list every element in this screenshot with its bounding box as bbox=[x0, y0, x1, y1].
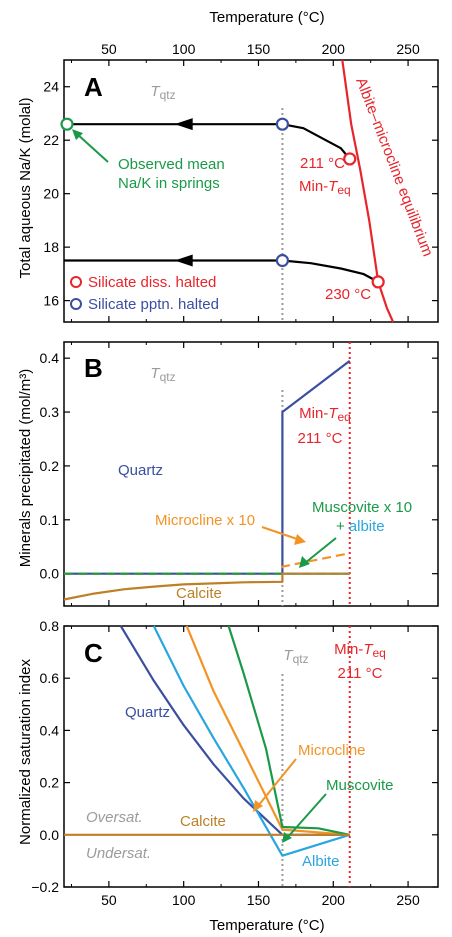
x-tick-label-c: 100 bbox=[172, 892, 196, 908]
microcline-pointer-b bbox=[261, 526, 301, 541]
oversat-label: Oversat. bbox=[86, 809, 143, 826]
y-tick-label-b: 0.0 bbox=[40, 566, 60, 582]
x-tick-label-c: 200 bbox=[322, 892, 346, 908]
y-tick-label-b: 0.1 bbox=[40, 512, 60, 528]
min-teq-label-a: Min-Teq bbox=[299, 178, 351, 197]
equilibrium-label: Albite–microcline equilibrium bbox=[352, 75, 436, 259]
observed-label-line2: Na/K in springs bbox=[118, 175, 220, 192]
series-line-c-muscovite bbox=[227, 625, 350, 836]
series-line-a-albite-microcline-equilibrium bbox=[341, 59, 395, 323]
muscovite-label-c: Muscovite bbox=[326, 777, 394, 794]
panel-a-tqtz-label: Tqtz bbox=[150, 83, 175, 102]
microcline-label-c: Microcline bbox=[298, 742, 366, 759]
y-tick-label-b: 0.3 bbox=[40, 404, 60, 420]
y-tick-label-a: 18 bbox=[43, 239, 59, 255]
panel-c-tqtz-label: Tqtz bbox=[283, 647, 308, 666]
observed-arrowhead bbox=[71, 129, 83, 141]
observed-pointer bbox=[74, 131, 109, 163]
min-teq-label-c: Min-Teq bbox=[334, 641, 386, 660]
y-tick-label-a: 16 bbox=[43, 293, 59, 309]
y-tick-label-c: 0.2 bbox=[40, 775, 60, 791]
y-tick-label-a: 22 bbox=[43, 132, 59, 148]
observed-label-line1: Observed mean bbox=[118, 156, 225, 173]
x-tick-label-a: 50 bbox=[101, 41, 117, 57]
flow-arrowhead bbox=[174, 254, 193, 267]
undersat-label: Undersat. bbox=[86, 845, 151, 862]
panel-b-y-axis-title: Minerals precipitated (mol/m³) bbox=[17, 369, 34, 567]
muscovite-label-b: Muscovite x 10 bbox=[312, 499, 412, 516]
x-tick-label-a: 250 bbox=[396, 41, 420, 57]
albite-label-c: Albite bbox=[302, 853, 340, 870]
albite-arrowhead-b bbox=[299, 556, 310, 568]
albite-label-b: + albite bbox=[336, 518, 385, 535]
calcite-label-b: Calcite bbox=[176, 585, 222, 602]
panel-a: 50 100 150 200 250 16 18 20 22 24 bbox=[43, 41, 439, 323]
calcite-label-c: Calcite bbox=[180, 813, 226, 830]
series-line-b-microcline-x-10 bbox=[64, 552, 350, 575]
series-line-c-albite bbox=[152, 625, 351, 857]
t211-label-b: 211 °C bbox=[298, 430, 343, 447]
x-tick-label-a: 100 bbox=[172, 41, 196, 57]
series-line-c-microcline bbox=[185, 625, 350, 836]
quartz-label-b: Quartz bbox=[118, 462, 163, 479]
marker-red bbox=[371, 275, 385, 289]
marker-green bbox=[60, 117, 74, 131]
x-tick-label-c: 250 bbox=[396, 892, 420, 908]
series-line-a-1 bbox=[65, 123, 351, 160]
x-tick-label-c: 50 bbox=[101, 892, 117, 908]
top-x-axis-title: Temperature (°C) bbox=[209, 9, 324, 26]
y-tick-label-c: 0.4 bbox=[40, 722, 60, 738]
marker-blue bbox=[275, 253, 290, 268]
legend-red-marker bbox=[70, 276, 82, 288]
legend-red-label: Silicate diss. halted bbox=[88, 274, 216, 291]
x-tick-label-a: 200 bbox=[322, 41, 346, 57]
x-tick-label-c: 150 bbox=[247, 892, 271, 908]
flow-arrowhead bbox=[174, 118, 193, 131]
panel-c-letter: C bbox=[84, 638, 103, 668]
min-teq-label-b: Min-Teq bbox=[299, 405, 351, 424]
panel-c-y-axis-title: Normalized saturation index bbox=[17, 659, 34, 845]
series-line-b-quartz bbox=[64, 360, 351, 575]
plot-frame-c bbox=[63, 625, 439, 888]
y-tick-label-b: 0.4 bbox=[40, 350, 60, 366]
panel-b-letter: B bbox=[84, 353, 103, 383]
y-tick-label-c: 0.6 bbox=[40, 670, 60, 686]
plot-frame-a bbox=[63, 59, 439, 323]
panel-a-letter: A bbox=[84, 72, 103, 102]
y-tick-label-b: 0.2 bbox=[40, 458, 60, 474]
series-line-c-quartz bbox=[119, 625, 350, 836]
y-tick-label-c: 0.8 bbox=[40, 618, 60, 634]
t211-label-c: 211 °C bbox=[338, 665, 383, 682]
albite-pointer-b bbox=[304, 537, 337, 564]
panel-b-tqtz-label: Tqtz bbox=[150, 365, 175, 384]
marker-red bbox=[343, 152, 357, 166]
series-line-a-2 bbox=[64, 259, 379, 283]
microcline-label-b: Microcline x 10 bbox=[155, 512, 255, 529]
y-tick-label-a: 24 bbox=[43, 79, 59, 95]
y-tick-label-c: −0.2 bbox=[31, 879, 59, 895]
legend-blue-marker bbox=[70, 298, 82, 310]
bottom-x-axis-title: Temperature (°C) bbox=[209, 917, 324, 934]
microcline-pointer-c bbox=[257, 758, 297, 807]
legend-blue-label: Silicate pptn. halted bbox=[88, 296, 219, 313]
t230-label: 230 °C bbox=[325, 286, 371, 303]
muscovite-pointer-c bbox=[286, 793, 327, 839]
panel-a-y-axis-title: Total aqueous Na/K (molal) bbox=[17, 98, 34, 279]
quartz-label-c: Quartz bbox=[125, 704, 170, 721]
y-tick-label-a: 20 bbox=[43, 186, 59, 202]
x-tick-label-a: 150 bbox=[247, 41, 271, 57]
series-line-b-calcite bbox=[63, 572, 350, 601]
panel-b: 0.0 0.1 0.2 0.3 0.4 bbox=[40, 341, 439, 607]
t211-label-a: 211 °C bbox=[300, 155, 345, 172]
plot-frame-b bbox=[63, 341, 439, 607]
y-tick-label-c: 0.0 bbox=[40, 827, 60, 843]
marker-blue bbox=[275, 117, 290, 131]
panel-c: 50 100 150 200 250 −0.2 0.0 0.2 0.4 0.6 0.8 bbox=[31, 618, 439, 908]
